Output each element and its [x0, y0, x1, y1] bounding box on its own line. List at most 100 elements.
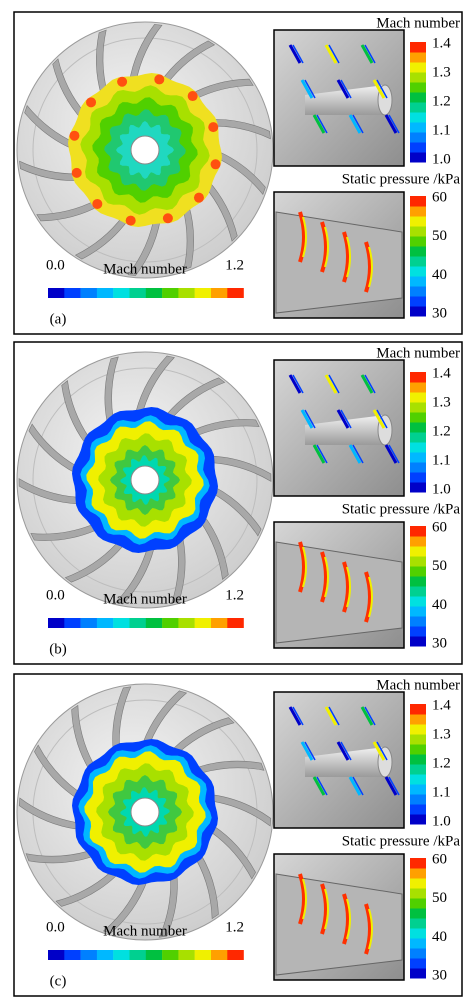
colorbar-cell — [410, 606, 426, 617]
colorbar-tick-label: 1.1 — [432, 122, 451, 138]
flow-streak — [376, 79, 388, 99]
blade — [30, 524, 97, 541]
colorbar-cell — [410, 306, 426, 317]
flow-streak — [364, 374, 376, 394]
colorbar-cell — [410, 626, 426, 637]
blade — [25, 851, 92, 864]
flow-streak — [364, 44, 376, 64]
blade — [52, 58, 86, 121]
flow-streak — [372, 79, 386, 99]
hub — [130, 135, 160, 165]
shaft — [305, 415, 385, 445]
flow-streak — [316, 444, 328, 464]
colorbar-cell — [410, 878, 426, 889]
blade — [171, 538, 186, 604]
colorbar-cell — [145, 950, 163, 960]
pressure-streak — [298, 541, 306, 593]
colorbar-tick-label: 1.0 — [432, 813, 451, 829]
flow-streak — [328, 706, 340, 726]
colorbar-cell — [113, 618, 130, 628]
colorbar-tick-label: 50 — [432, 228, 447, 244]
colorbar-tick-label: 30 — [432, 967, 447, 983]
blade — [142, 690, 188, 743]
colorbar-cell — [129, 950, 146, 960]
shaft — [305, 85, 385, 115]
colorbar-cell — [410, 724, 426, 735]
pressure-streak — [302, 546, 307, 588]
panel-label: (a) — [50, 311, 67, 327]
blade — [19, 160, 83, 181]
hot-spot — [187, 91, 198, 102]
colorbar-cell — [410, 62, 426, 73]
colorbar-cell — [410, 216, 426, 227]
colorbar-max: 1.2 — [225, 919, 244, 935]
flow-streak — [352, 114, 364, 134]
colorbar-tick-label: 1.3 — [432, 394, 451, 410]
blade — [204, 179, 238, 242]
flow-streak — [324, 44, 338, 64]
flow-streak — [360, 706, 374, 726]
colorbar-tick-label: 1.2 — [432, 93, 451, 109]
blade — [211, 825, 256, 880]
colorbar-title: Mach number — [376, 15, 460, 31]
colorbar-title: Static pressure /kPa — [342, 833, 461, 849]
blade — [213, 486, 262, 537]
flow-streak — [348, 444, 362, 464]
colorbar-cell — [113, 288, 130, 298]
colorbar-cell — [410, 482, 426, 493]
colorbar-title: Mach number — [376, 345, 460, 361]
pressure-streak — [324, 226, 329, 268]
pressure-streak — [346, 236, 351, 278]
colorbar-tick-label: 40 — [432, 929, 447, 945]
flow-streak — [340, 79, 352, 99]
colorbar-tick-label: 1.4 — [432, 35, 451, 51]
pressure-streak — [346, 898, 351, 940]
colorbar-cell — [410, 744, 426, 755]
flow-streak — [292, 44, 304, 64]
flow-streak — [288, 374, 302, 394]
colorbar-tick-label: 60 — [432, 519, 447, 535]
blade — [129, 24, 163, 83]
flow-streak — [336, 409, 350, 429]
colorbar-cell — [410, 392, 426, 403]
flow-streak — [388, 776, 400, 796]
colorbar-tick-label: 1.3 — [432, 726, 451, 742]
colorbar-max: 1.2 — [225, 257, 244, 273]
colorbar-cell — [410, 774, 426, 785]
colorbar-cell — [410, 72, 426, 83]
pressure-streak — [324, 888, 329, 930]
flow-streak — [288, 44, 302, 64]
colorbar-cell — [410, 246, 426, 257]
blade — [166, 377, 226, 417]
pressure-streak — [298, 873, 306, 925]
pressure-streak — [364, 241, 372, 293]
colorbar-tick-label: 1.2 — [432, 423, 451, 439]
panel: Mach number 0.0 1.2 (a) Mach number 1.4 1.3 1.2… — [13, 11, 463, 335]
pressure-streak — [368, 576, 373, 618]
flow-streak — [336, 79, 350, 99]
panel: Mach number 0.0 1.2 (c) Mach number 1.4 1.3 1.2… — [13, 673, 463, 997]
colorbar-cell — [410, 764, 426, 775]
hot-spot — [154, 74, 165, 85]
colorbar-cell — [410, 586, 426, 597]
flow-streak — [300, 79, 314, 99]
flow-streak — [312, 444, 326, 464]
colorbar-tick-label: 30 — [432, 305, 447, 321]
colorbar-tick-label: 1.2 — [432, 755, 451, 771]
colorbar-cell — [80, 950, 98, 960]
colorbar-cell — [48, 618, 65, 628]
colorbar-cell — [410, 576, 426, 587]
pressure-streak — [368, 908, 373, 950]
flow-streak — [340, 741, 352, 761]
colorbar-cell — [410, 536, 426, 547]
colorbar-cell — [410, 122, 426, 133]
colorbar-cell — [410, 938, 426, 949]
blade — [160, 40, 216, 85]
pressure-streak — [302, 216, 307, 258]
colorbar-cell — [178, 950, 195, 960]
colorbar-cell — [129, 618, 146, 628]
colorbar-cell — [64, 950, 81, 960]
flow-streak — [352, 776, 364, 796]
colorbar-title: Mach number — [103, 261, 187, 277]
flow-streak — [384, 444, 398, 464]
